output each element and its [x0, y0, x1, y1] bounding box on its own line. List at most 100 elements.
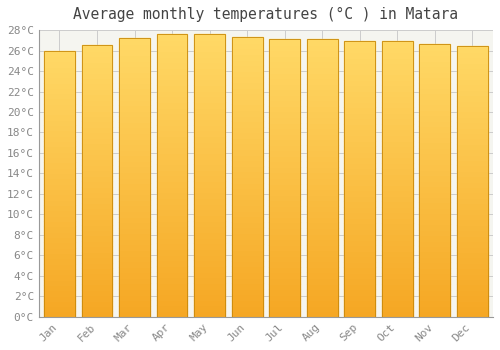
Bar	[82, 154, 112, 159]
Bar	[420, 93, 450, 99]
Bar	[457, 117, 488, 122]
Bar	[44, 285, 75, 290]
Bar	[270, 56, 300, 62]
Bar	[382, 69, 412, 75]
Bar	[194, 288, 225, 294]
Bar	[270, 267, 300, 272]
Bar	[270, 67, 300, 72]
Bar	[44, 194, 75, 200]
Bar	[156, 209, 188, 215]
Bar	[382, 284, 412, 289]
Bar	[344, 174, 375, 179]
Bar	[156, 113, 188, 119]
Bar	[344, 157, 375, 162]
Bar	[344, 289, 375, 295]
Bar	[156, 51, 188, 57]
Bar	[420, 72, 450, 77]
Bar	[44, 269, 75, 274]
Bar	[270, 250, 300, 256]
Bar	[382, 234, 412, 240]
Bar	[194, 34, 225, 40]
Bar	[82, 170, 112, 176]
Bar	[156, 119, 188, 125]
Bar	[457, 198, 488, 203]
Bar	[119, 99, 150, 105]
Bar	[82, 203, 112, 208]
Bar	[270, 45, 300, 50]
Bar	[307, 223, 338, 228]
Bar	[420, 230, 450, 235]
Bar	[344, 75, 375, 80]
Bar	[194, 300, 225, 306]
Bar	[119, 44, 150, 49]
Bar	[457, 241, 488, 246]
Bar	[232, 250, 262, 255]
Bar	[457, 68, 488, 74]
Bar	[44, 226, 75, 232]
Bar	[194, 294, 225, 300]
Bar	[194, 113, 225, 119]
Bar	[307, 150, 338, 156]
Bar	[307, 84, 338, 89]
Bar	[156, 141, 188, 147]
Bar	[270, 156, 300, 161]
Bar	[194, 51, 225, 57]
Bar	[457, 284, 488, 290]
Bar	[307, 156, 338, 161]
Bar	[307, 228, 338, 233]
Bar	[119, 166, 150, 172]
Bar	[270, 228, 300, 233]
Bar	[457, 252, 488, 257]
Bar	[307, 62, 338, 67]
Bar	[344, 234, 375, 240]
Bar	[156, 232, 188, 238]
Bar	[344, 102, 375, 107]
Bar	[44, 237, 75, 242]
Bar	[44, 77, 75, 83]
Bar	[82, 208, 112, 214]
Bar	[44, 141, 75, 146]
Bar	[344, 152, 375, 157]
Bar	[232, 160, 262, 166]
Bar	[457, 90, 488, 95]
Bar	[420, 148, 450, 153]
Bar	[82, 290, 112, 295]
Bar	[344, 52, 375, 58]
Bar	[156, 254, 188, 260]
Bar	[82, 127, 112, 132]
Bar	[119, 49, 150, 55]
Bar	[232, 272, 262, 278]
Bar	[457, 230, 488, 236]
Bar	[457, 144, 488, 149]
Bar	[420, 240, 450, 246]
Bar	[232, 88, 262, 93]
Bar	[232, 144, 262, 149]
Bar	[232, 278, 262, 283]
Bar	[82, 241, 112, 246]
Bar	[82, 192, 112, 197]
Bar	[270, 211, 300, 217]
Bar	[232, 71, 262, 76]
Bar	[270, 295, 300, 300]
Bar	[270, 145, 300, 150]
Bar	[457, 52, 488, 57]
Bar	[382, 124, 412, 130]
Bar	[420, 121, 450, 126]
Bar	[156, 62, 188, 68]
Bar	[457, 127, 488, 133]
Bar	[232, 37, 262, 43]
Bar	[382, 289, 412, 295]
Bar	[156, 204, 188, 209]
Bar	[119, 272, 150, 278]
Bar	[194, 226, 225, 232]
Bar	[156, 79, 188, 85]
Bar	[344, 190, 375, 196]
Bar	[194, 91, 225, 96]
Bar	[44, 290, 75, 295]
Bar	[82, 132, 112, 138]
Bar	[232, 255, 262, 261]
Bar	[382, 162, 412, 168]
Bar	[232, 183, 262, 188]
Bar	[382, 174, 412, 179]
Bar	[156, 46, 188, 51]
